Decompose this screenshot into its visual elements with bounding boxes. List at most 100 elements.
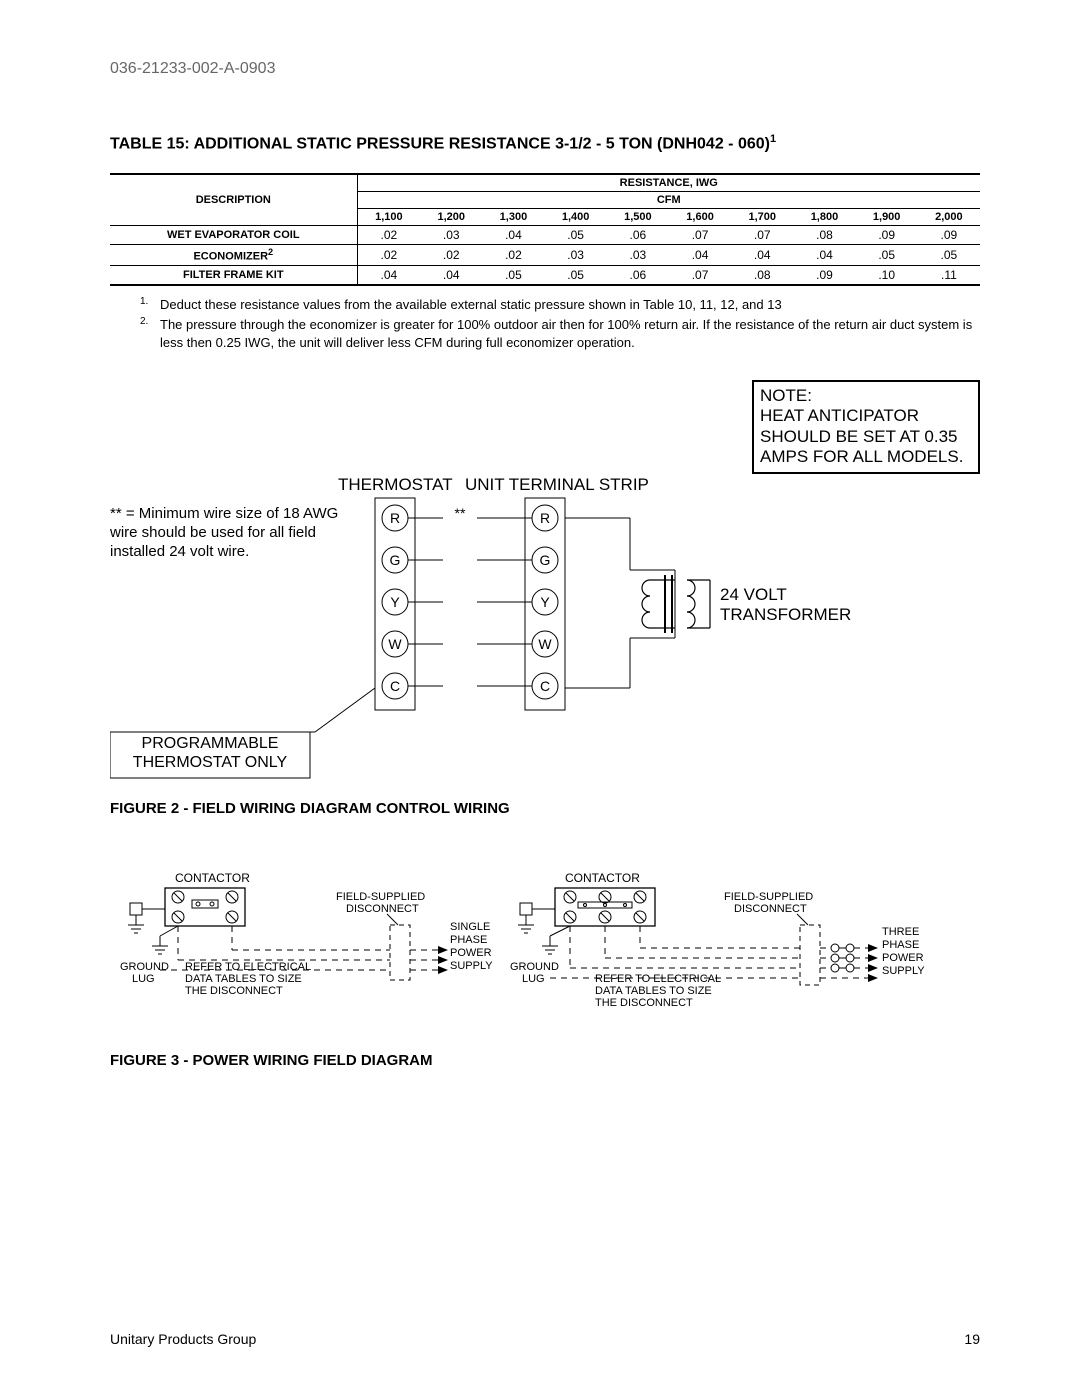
cell: .09: [793, 265, 855, 285]
transformer-label-2: TRANSFORMER: [720, 605, 851, 624]
table-row: FILTER FRAME KIT.04.04.05.05.06.07.08.09…: [110, 265, 980, 285]
resistance-header: RESISTANCE, IWG: [357, 174, 980, 192]
cell: .06: [607, 226, 669, 245]
refer-l3: THE DISCONNECT: [185, 985, 283, 997]
document-number: 036-21233-002-A-0903: [110, 60, 980, 78]
three-phase-1: THREE: [882, 926, 919, 938]
field-disc-l1: FIELD-SUPPLIED: [336, 891, 425, 903]
footer-right: 19: [964, 1331, 980, 1347]
table-row: WET EVAPORATOR COIL.02.03.04.05.06.07.07…: [110, 226, 980, 245]
footer-left: Unitary Products Group: [110, 1331, 256, 1347]
table-footnotes: 1. Deduct these resistance values from t…: [140, 296, 980, 353]
cell: .04: [420, 265, 482, 285]
cell: .04: [731, 245, 793, 266]
field-disc-r2: DISCONNECT: [734, 903, 807, 915]
min-wire-note: ** = Minimum wire size of 18 AWG wire sh…: [110, 505, 340, 561]
cfm-col: 1,800: [793, 209, 855, 226]
cell: .06: [607, 265, 669, 285]
cfm-col: 1,200: [420, 209, 482, 226]
thermostat-label: THERMOSTAT: [338, 475, 453, 494]
three-phase-2: PHASE: [882, 939, 919, 951]
single-phase-2: PHASE: [450, 934, 487, 946]
contactor-label-l: CONTACTOR: [175, 871, 250, 885]
table-title: TABLE 15: ADDITIONAL STATIC PRESSURE RES…: [110, 133, 980, 153]
svg-text:G: G: [540, 552, 551, 568]
svg-text:C: C: [540, 678, 550, 694]
svg-text:Y: Y: [540, 594, 550, 610]
field-disc-l2: DISCONNECT: [346, 903, 419, 915]
cfm-col: 1,500: [607, 209, 669, 226]
refer-l2: DATA TABLES TO SIZE: [185, 973, 302, 985]
cell: .11: [918, 265, 980, 285]
cell: .10: [856, 265, 918, 285]
note-box: NOTE:HEAT ANTICIPATOR SHOULD BE SET AT 0…: [752, 380, 980, 474]
footnote-1-num: 1.: [140, 296, 160, 314]
cfm-col: 1,400: [545, 209, 607, 226]
cfm-col: 2,000: [918, 209, 980, 226]
cell: .02: [482, 245, 544, 266]
table-row: ECONOMIZER2.02.02.02.03.03.04.04.04.05.0…: [110, 245, 980, 266]
cell: .05: [545, 265, 607, 285]
cfm-col: 1,100: [357, 209, 420, 226]
cell: .04: [482, 226, 544, 245]
cell: .05: [856, 245, 918, 266]
cell: .04: [669, 245, 731, 266]
min-wire-text: Minimum wire size of 18 AWG wire should …: [110, 505, 338, 560]
resistance-table: DESCRIPTION RESISTANCE, IWG CFM 1,1001,2…: [110, 173, 980, 286]
unit-terminal-label: UNIT TERMINAL STRIP: [465, 475, 649, 494]
single-phase-4: SUPPLY: [450, 960, 493, 972]
cell: .02: [420, 245, 482, 266]
cfm-col: 1,600: [669, 209, 731, 226]
cell: .09: [856, 226, 918, 245]
svg-text:G: G: [390, 552, 401, 568]
cfm-col: 1,300: [482, 209, 544, 226]
wiring-diagram-2: CONTACTOR GROUND L: [110, 870, 980, 1050]
ground-lug-l2: LUG: [132, 973, 155, 985]
transformer-label-1: 24 VOLT: [720, 585, 787, 604]
cell: .05: [482, 265, 544, 285]
single-phase-3: POWER: [450, 947, 492, 959]
cell: .08: [793, 226, 855, 245]
row-label: ECONOMIZER2: [110, 245, 357, 266]
cell: .07: [669, 265, 731, 285]
cell: .09: [918, 226, 980, 245]
cell: .07: [669, 226, 731, 245]
cfm-col: 1,900: [856, 209, 918, 226]
row-label: FILTER FRAME KIT: [110, 265, 357, 285]
cell: .03: [607, 245, 669, 266]
min-wire-prefix: ** =: [110, 505, 139, 522]
row-label: WET EVAPORATOR COIL: [110, 226, 357, 245]
ground-lug-r1: GROUND: [510, 961, 559, 973]
cell: .08: [731, 265, 793, 285]
cell: .02: [357, 226, 420, 245]
three-phase-4: SUPPLY: [882, 965, 925, 977]
svg-text:R: R: [540, 510, 550, 526]
field-disc-r1: FIELD-SUPPLIED: [724, 891, 813, 903]
svg-text:C: C: [390, 678, 400, 694]
asterisks-label: **: [455, 505, 466, 521]
contactor-label-r: CONTACTOR: [565, 871, 640, 885]
desc-header: DESCRIPTION: [110, 174, 357, 226]
cell: .07: [731, 226, 793, 245]
refer-r2: DATA TABLES TO SIZE: [595, 985, 712, 997]
single-phase-1: SINGLE: [450, 921, 490, 933]
figure-2-caption: FIGURE 2 - FIELD WIRING DIAGRAM CONTROL …: [110, 800, 510, 817]
svg-text:Y: Y: [390, 594, 400, 610]
table-title-sup: 1: [770, 133, 776, 145]
footnote-1-text: Deduct these resistance values from the …: [160, 296, 980, 314]
cell: .04: [357, 265, 420, 285]
cell: .03: [420, 226, 482, 245]
cell: .05: [545, 226, 607, 245]
footnote-2-num: 2.: [140, 316, 160, 352]
refer-r1: REFER TO ELECTRICAL: [595, 973, 721, 985]
cell: .03: [545, 245, 607, 266]
svg-text:W: W: [388, 636, 402, 652]
cell: .04: [793, 245, 855, 266]
three-phase-3: POWER: [882, 952, 924, 964]
footnote-2-text: The pressure through the economizer is g…: [160, 316, 980, 352]
refer-l1: REFER TO ELECTRICAL: [185, 961, 311, 973]
cfm-header: CFM: [357, 192, 980, 209]
refer-r3: THE DISCONNECT: [595, 997, 693, 1009]
table-title-text: TABLE 15: ADDITIONAL STATIC PRESSURE RES…: [110, 135, 770, 152]
cell: .05: [918, 245, 980, 266]
